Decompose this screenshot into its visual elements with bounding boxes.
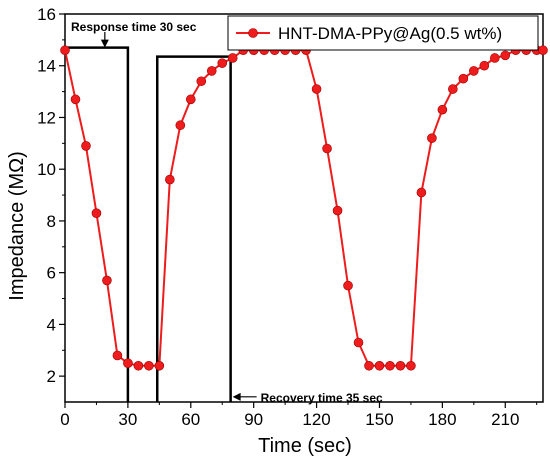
data-point [144,360,154,371]
series-layer [60,45,548,371]
plot-area [64,13,544,403]
data-point [332,205,343,216]
plot-frame [64,13,544,403]
x-axis: 0 30 60 90 120 150 180 210 [60,402,538,429]
y-axis-title: Impedance (MΩ) [6,151,28,300]
data-point [448,84,458,94]
data-point [322,143,332,154]
recovery-arrow-head [232,392,241,401]
x-tick-label: 0 [60,410,69,429]
data-point [70,94,81,105]
y-tick-label: 10 [37,160,56,179]
data-point [60,45,70,56]
y-axis: 2 4 6 8 10 12 14 16 [37,5,65,386]
data-point [91,208,102,218]
recovery-time-box [155,55,232,402]
data-point [165,174,175,185]
x-tick-label: 120 [302,410,330,429]
data-point [343,280,353,291]
x-tick-label: 180 [428,410,456,429]
data-point [196,76,207,87]
y-tick-label: 4 [47,315,56,334]
data-point [206,66,217,76]
data-point [123,358,133,369]
response-time-label: Response time 30 sec [71,20,197,34]
data-point [385,360,395,371]
data-point [81,141,91,151]
response-arrow-head [100,39,109,48]
data-point [133,360,144,371]
x-axis-title: Time (sec) [258,435,352,457]
data-point [538,45,548,56]
data-point [479,60,490,71]
data-point [175,120,186,131]
series-line [64,49,543,367]
data-point [416,187,427,198]
legend: HNT-DMA-PPy@Ag(0.5 wt%) [227,15,539,51]
data-point [217,58,228,68]
data-point [406,360,416,371]
y-tick-label: 14 [37,57,56,76]
data-point [469,66,479,76]
y-tick-label: 6 [47,264,56,283]
data-point [437,104,448,115]
data-point [311,84,322,94]
data-point [112,350,123,361]
data-point [500,50,511,61]
data-point [227,53,238,63]
data-point [364,360,374,371]
x-tick-label: 90 [244,410,263,429]
y-tick-label: 16 [37,5,56,24]
data-point [185,94,196,105]
data-point [489,53,500,63]
data-point [353,337,364,348]
x-tick-label: 30 [118,410,137,429]
legend-label: HNT-DMA-PPy@Ag(0.5 wt%) [278,24,502,43]
data-point [395,360,406,371]
data-point [154,360,165,371]
data-point [374,360,385,371]
recovery-time-label: Recovery time 35 sec [261,391,383,405]
annotations: Response time 30 sec Recovery time 35 sec [65,20,383,405]
x-tick-label: 210 [491,410,519,429]
data-point [102,275,112,286]
x-tick-label: 150 [365,410,393,429]
legend-box [227,15,539,51]
response-time-box [65,46,130,402]
data-point [458,73,469,84]
x-tick-label: 60 [181,410,200,429]
y-tick-label: 12 [37,108,56,127]
legend-marker [248,28,258,38]
data-point [427,133,437,143]
y-tick-label: 2 [47,367,56,386]
y-tick-label: 8 [47,212,56,231]
